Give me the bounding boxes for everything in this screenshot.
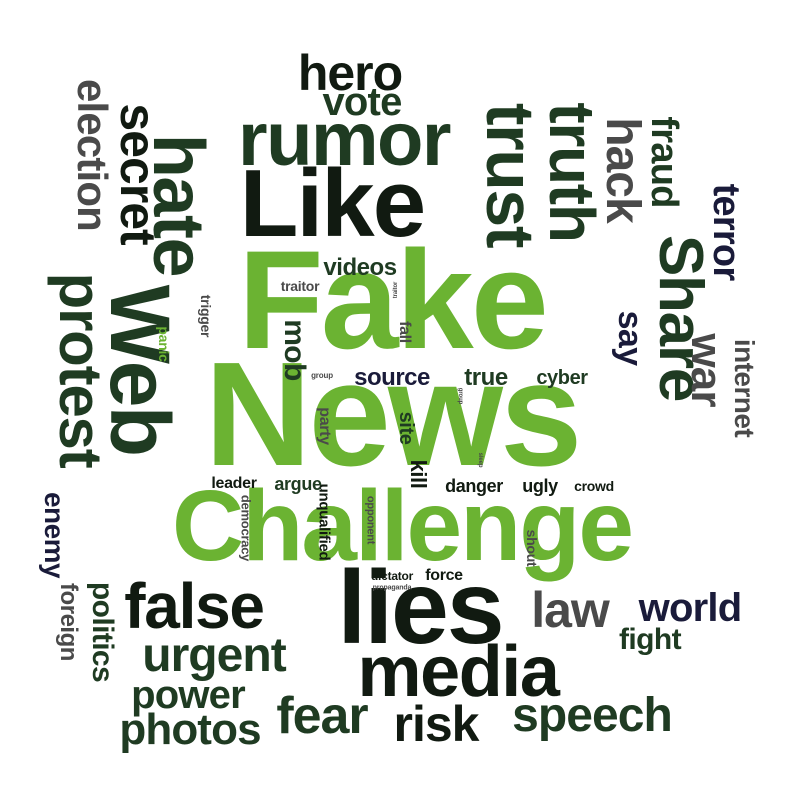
word-leader: leader xyxy=(211,475,257,492)
word-group-tiny: group xyxy=(457,387,463,405)
word-news: News xyxy=(204,332,583,497)
word-crowd: crowd xyxy=(574,478,614,494)
word-fear: fear xyxy=(276,687,368,745)
word-fake: Fake xyxy=(238,221,549,378)
word-election: election xyxy=(69,79,116,231)
word-internet: internet xyxy=(729,338,760,438)
word-politics: politics xyxy=(86,581,119,683)
word-media: media xyxy=(357,632,560,712)
word-false: false xyxy=(124,570,265,642)
word-democracy: democracy xyxy=(238,494,254,562)
word-kill: kill xyxy=(406,459,431,489)
word-lies: lies xyxy=(337,550,504,666)
word-mob: mob xyxy=(278,319,311,381)
word-secret: secret xyxy=(110,103,166,245)
word-photos: photos xyxy=(119,705,261,754)
word-war: war xyxy=(682,333,731,407)
word-protest: protest xyxy=(47,272,114,468)
word-foreign: foreign xyxy=(55,583,82,661)
word-truth: truth xyxy=(536,102,608,242)
word-trust: trust xyxy=(472,102,548,248)
word-enemy: enemy xyxy=(39,492,70,578)
word-force: force xyxy=(425,567,463,584)
word-fall: fall xyxy=(396,321,413,343)
word-unqualified: unqualified xyxy=(315,483,333,561)
word-terror: terror xyxy=(705,183,747,281)
word-traitor: traitor xyxy=(280,278,320,294)
word-party: party xyxy=(316,407,333,445)
word-sleep: sleep xyxy=(477,452,483,468)
word-site: site xyxy=(395,411,417,445)
word-traitor-tiny: traitor xyxy=(393,281,399,299)
word-cyber: cyber xyxy=(536,367,588,389)
word-hero: hero xyxy=(297,45,403,101)
word-risk: risk xyxy=(393,696,480,752)
word-like: Like xyxy=(239,150,426,257)
word-rumor: rumor xyxy=(238,97,452,182)
word-fraud: fraud xyxy=(643,116,685,208)
word-urgent: urgent xyxy=(142,629,287,682)
word-hack: hack xyxy=(596,117,649,223)
word-say: say xyxy=(611,310,649,366)
word-law: law xyxy=(531,582,610,638)
word-fight: fight xyxy=(619,623,682,656)
word-danger: danger xyxy=(445,476,503,496)
word-group: group xyxy=(311,371,333,380)
word-opponent: opponent xyxy=(364,495,377,545)
word-speech: speech xyxy=(512,689,673,742)
word-true: true xyxy=(464,364,508,391)
word-power: power xyxy=(131,673,246,717)
word-source: source xyxy=(354,364,430,391)
word-trigger: trigger xyxy=(198,294,214,338)
word-ugly: ugly xyxy=(522,476,558,496)
word-panic: panic xyxy=(156,326,172,362)
word-shout: shout xyxy=(524,529,540,567)
word-challenge: Challenge xyxy=(172,470,634,582)
word-dictator: dictator xyxy=(370,569,414,583)
word-vote: vote xyxy=(322,80,402,124)
word-propaganda: propaganda xyxy=(372,584,412,592)
word-argue: argue xyxy=(274,474,322,494)
word-videos: videos xyxy=(323,254,397,281)
word-world: world xyxy=(638,586,742,630)
